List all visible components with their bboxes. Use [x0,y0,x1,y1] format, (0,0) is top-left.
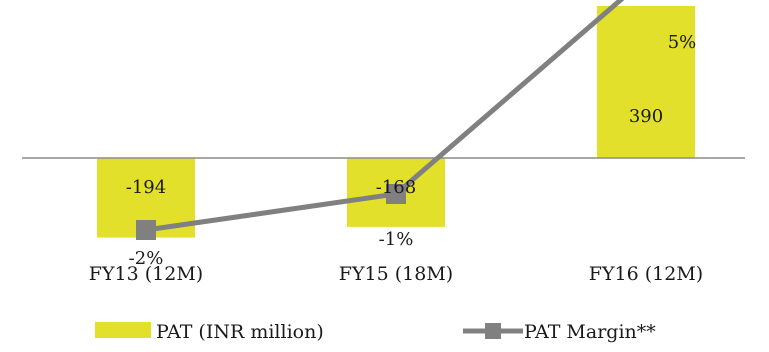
line-marker-1 [136,220,156,240]
legend-bar-swatch [95,322,151,338]
line-data-label-1: -2% [129,248,164,269]
bar-data-label-2: -168 [376,177,416,198]
line-data-label-2: -1% [379,229,414,250]
legend-label-bar: PAT (INR million) [156,321,324,343]
bar-data-labels: -194 -168 390 [126,106,663,198]
legend-label-line: PAT Margin** [524,321,656,343]
line-data-labels: -2% -1% 5% [129,32,697,269]
x-tick-label-1: FY13 (12M) [89,263,203,285]
bar-data-label-1: -194 [126,177,166,198]
line-marker-2 [386,184,406,204]
category-tick-labels: FY13 (12M) FY15 (18M) FY16 (12M) [89,263,703,285]
x-tick-label-3: FY16 (12M) [589,263,703,285]
line-data-label-3: 5% [668,32,697,53]
legend: PAT (INR million) PAT Margin** [95,321,656,343]
line-series [136,0,625,240]
bar-3 [597,6,695,158]
bar-data-label-3: 390 [629,106,663,127]
legend-line-marker [485,323,501,339]
x-tick-label-2: FY15 (18M) [339,263,453,285]
